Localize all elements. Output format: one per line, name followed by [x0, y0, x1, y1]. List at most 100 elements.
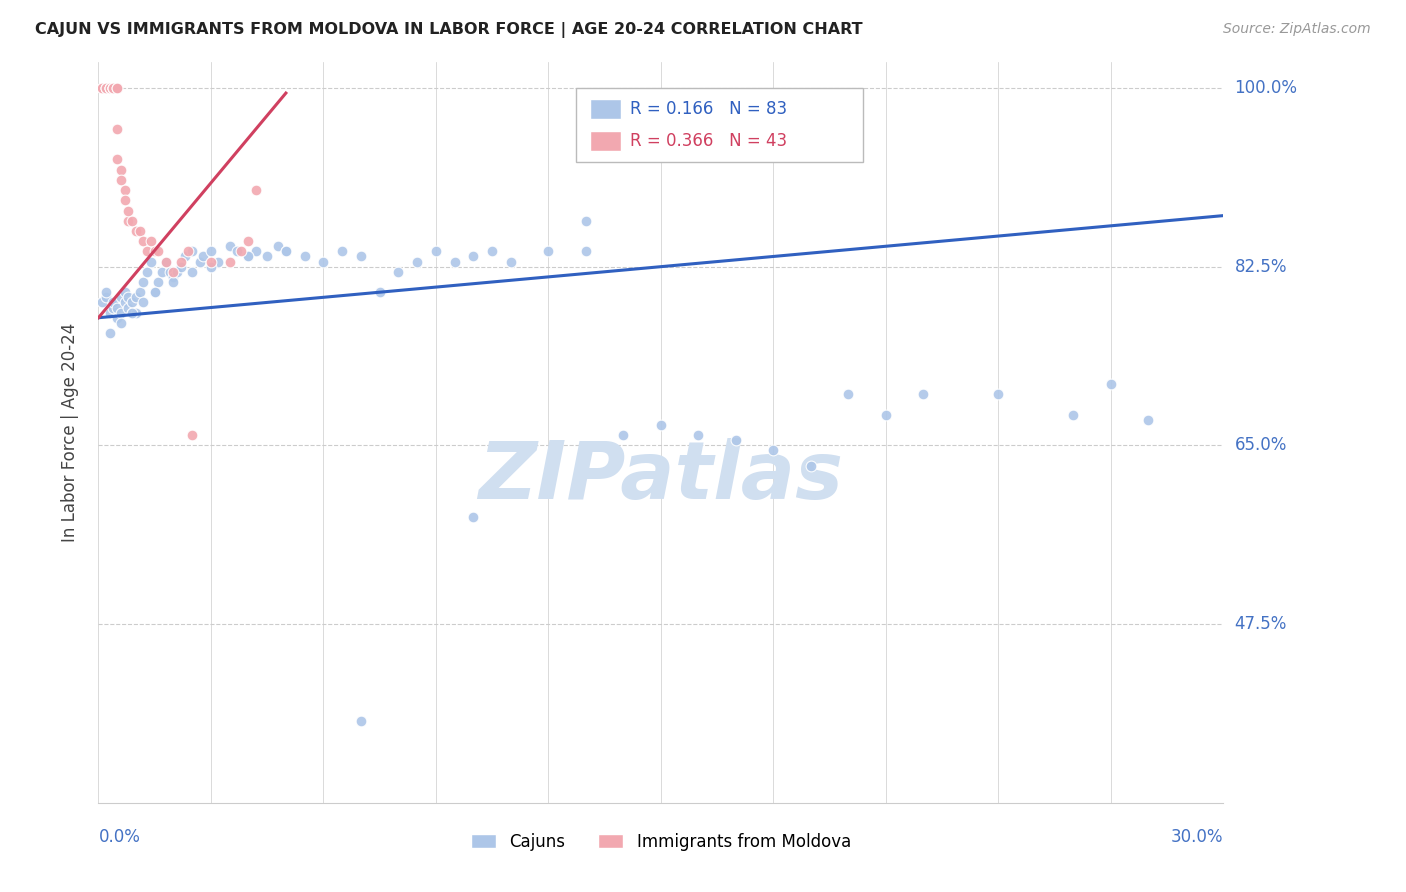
Point: [110, 173, 132, 187]
Text: In Labor Force | Age 20-24: In Labor Force | Age 20-24: [62, 323, 79, 542]
Point: [103, 81, 125, 95]
Point: [155, 254, 177, 268]
Point: [238, 250, 260, 264]
Point: [256, 250, 278, 264]
Point: [110, 162, 132, 177]
Point: [125, 224, 148, 238]
Point: [105, 121, 128, 136]
Text: 65.0%: 65.0%: [1234, 436, 1286, 454]
Point: [200, 254, 222, 268]
Text: R = 0.166   N = 83: R = 0.166 N = 83: [630, 100, 787, 118]
Point: [98, 81, 121, 95]
Text: Source: ZipAtlas.com: Source: ZipAtlas.com: [1223, 22, 1371, 37]
Text: 0.0%: 0.0%: [98, 829, 141, 847]
Text: 47.5%: 47.5%: [1234, 615, 1286, 633]
Text: 30.0%: 30.0%: [1171, 829, 1223, 847]
Point: [987, 387, 1010, 401]
Point: [103, 81, 125, 95]
Point: [170, 260, 193, 274]
Point: [238, 250, 260, 264]
Point: [537, 244, 560, 259]
Text: ZIPatlas: ZIPatlas: [478, 438, 844, 516]
Point: [148, 244, 170, 259]
Point: [837, 387, 859, 401]
Point: [245, 244, 267, 259]
Point: [103, 295, 125, 310]
Point: [463, 250, 485, 264]
Point: [267, 239, 290, 253]
Point: [218, 239, 240, 253]
Point: [139, 254, 162, 268]
Point: [274, 244, 297, 259]
Point: [173, 250, 195, 264]
Point: [688, 428, 710, 442]
Point: [330, 244, 353, 259]
Point: [117, 301, 139, 315]
Point: [575, 244, 598, 259]
Point: [200, 260, 222, 274]
Point: [114, 295, 136, 310]
Point: [105, 153, 128, 167]
Point: [114, 183, 136, 197]
Text: R = 0.366   N = 43: R = 0.366 N = 43: [630, 132, 787, 150]
Point: [132, 275, 155, 289]
Point: [103, 301, 125, 315]
Point: [575, 213, 598, 227]
Text: CAJUN VS IMMIGRANTS FROM MOLDOVA IN LABOR FORCE | AGE 20-24 CORRELATION CHART: CAJUN VS IMMIGRANTS FROM MOLDOVA IN LABO…: [35, 22, 863, 38]
Point: [105, 301, 128, 315]
Point: [762, 443, 785, 458]
Point: [91, 81, 114, 95]
Point: [650, 417, 672, 432]
Point: [155, 254, 177, 268]
Point: [188, 254, 211, 268]
Point: [121, 305, 143, 319]
Point: [162, 275, 184, 289]
Point: [912, 387, 935, 401]
Point: [226, 244, 249, 259]
Point: [94, 81, 117, 95]
Point: [143, 244, 166, 259]
Point: [132, 234, 155, 248]
Point: [114, 285, 136, 300]
Point: [1137, 413, 1160, 427]
Point: [200, 244, 222, 259]
Point: [724, 434, 747, 448]
Point: [181, 428, 204, 442]
Point: [181, 244, 204, 259]
Point: [103, 81, 125, 95]
Point: [193, 250, 215, 264]
Point: [132, 295, 155, 310]
Point: [443, 254, 465, 268]
Point: [162, 269, 184, 284]
Point: [238, 234, 260, 248]
Point: [350, 714, 373, 728]
Point: [612, 428, 634, 442]
Point: [181, 265, 204, 279]
Point: [148, 275, 170, 289]
Point: [125, 305, 148, 319]
Point: [312, 254, 335, 268]
Point: [1099, 377, 1122, 392]
Point: [94, 81, 117, 95]
Point: [98, 81, 121, 95]
Point: [143, 285, 166, 300]
Point: [114, 194, 136, 208]
Point: [117, 290, 139, 304]
Point: [229, 244, 252, 259]
Point: [177, 244, 200, 259]
Point: [94, 81, 117, 95]
Point: [463, 509, 485, 524]
Point: [110, 290, 132, 304]
Point: [481, 244, 503, 259]
Point: [170, 254, 193, 268]
Point: [294, 250, 316, 264]
Legend: Cajuns, Immigrants from Moldova: Cajuns, Immigrants from Moldova: [464, 826, 858, 857]
Point: [105, 310, 128, 325]
Point: [166, 265, 188, 279]
Point: [218, 254, 240, 268]
Point: [110, 305, 132, 319]
FancyBboxPatch shape: [591, 99, 621, 120]
Point: [91, 295, 114, 310]
Point: [117, 213, 139, 227]
Point: [98, 305, 121, 319]
